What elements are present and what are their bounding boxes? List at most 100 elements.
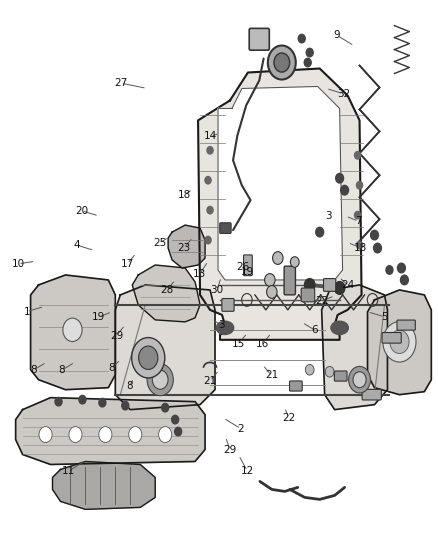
Text: 18: 18 — [354, 243, 367, 253]
FancyBboxPatch shape — [301, 288, 315, 302]
Circle shape — [353, 372, 366, 387]
Text: 22: 22 — [315, 296, 328, 306]
Text: 3: 3 — [325, 211, 332, 221]
Polygon shape — [132, 265, 200, 322]
FancyBboxPatch shape — [244, 255, 252, 276]
Text: 29: 29 — [110, 330, 123, 341]
Text: 22: 22 — [282, 413, 296, 423]
Polygon shape — [16, 398, 205, 464]
Text: 5: 5 — [381, 312, 388, 322]
FancyBboxPatch shape — [397, 320, 415, 330]
Text: 19: 19 — [92, 312, 106, 322]
Circle shape — [129, 426, 142, 442]
Circle shape — [39, 426, 52, 442]
Circle shape — [265, 273, 275, 286]
FancyBboxPatch shape — [362, 389, 381, 400]
Text: 6: 6 — [312, 325, 318, 335]
Text: 23: 23 — [177, 243, 191, 253]
Circle shape — [138, 346, 158, 369]
Polygon shape — [53, 462, 155, 510]
Circle shape — [205, 176, 211, 184]
Circle shape — [99, 426, 112, 442]
Circle shape — [354, 151, 360, 159]
Circle shape — [341, 185, 349, 195]
Circle shape — [334, 281, 345, 294]
FancyBboxPatch shape — [290, 381, 302, 391]
Text: 15: 15 — [232, 338, 245, 349]
Text: 7: 7 — [355, 216, 362, 227]
Circle shape — [400, 275, 408, 285]
Circle shape — [268, 45, 296, 79]
Text: 14: 14 — [204, 131, 217, 141]
Text: 25: 25 — [153, 238, 167, 247]
Circle shape — [172, 415, 179, 424]
Polygon shape — [321, 285, 388, 410]
Circle shape — [267, 286, 277, 298]
Polygon shape — [198, 69, 361, 340]
Circle shape — [205, 236, 211, 244]
Text: 2: 2 — [237, 424, 244, 434]
Circle shape — [147, 364, 173, 395]
Text: 21: 21 — [204, 376, 217, 386]
Circle shape — [306, 49, 313, 57]
Circle shape — [398, 263, 405, 273]
Circle shape — [132, 337, 165, 378]
Text: 10: 10 — [11, 259, 25, 269]
Polygon shape — [168, 225, 205, 268]
Circle shape — [305, 365, 314, 375]
FancyBboxPatch shape — [324, 279, 336, 292]
Text: 19: 19 — [241, 267, 254, 277]
Circle shape — [390, 330, 409, 353]
Circle shape — [122, 401, 129, 410]
FancyBboxPatch shape — [220, 223, 231, 233]
Circle shape — [175, 427, 182, 436]
FancyBboxPatch shape — [222, 298, 234, 311]
Text: 8: 8 — [30, 365, 37, 375]
FancyBboxPatch shape — [382, 333, 401, 343]
Text: 8: 8 — [59, 365, 65, 375]
Circle shape — [207, 206, 213, 214]
Circle shape — [274, 53, 290, 72]
Circle shape — [304, 58, 311, 67]
Circle shape — [357, 182, 363, 189]
Ellipse shape — [216, 321, 234, 335]
Circle shape — [207, 147, 213, 154]
Polygon shape — [31, 275, 115, 390]
Polygon shape — [218, 86, 343, 280]
Circle shape — [290, 257, 299, 268]
Text: 21: 21 — [265, 370, 278, 381]
Circle shape — [354, 212, 360, 219]
Circle shape — [349, 366, 371, 393]
Text: 29: 29 — [223, 445, 237, 455]
Text: 28: 28 — [160, 286, 173, 295]
Text: 8: 8 — [109, 362, 115, 373]
Text: 12: 12 — [241, 466, 254, 476]
Circle shape — [272, 252, 283, 264]
Text: 13: 13 — [193, 270, 206, 279]
Circle shape — [159, 426, 172, 442]
Circle shape — [298, 34, 305, 43]
Text: 20: 20 — [75, 206, 88, 216]
Polygon shape — [367, 290, 431, 394]
FancyBboxPatch shape — [284, 266, 296, 295]
Circle shape — [99, 398, 106, 407]
Polygon shape — [115, 285, 215, 410]
Text: 30: 30 — [210, 286, 223, 295]
FancyBboxPatch shape — [334, 371, 347, 381]
Circle shape — [336, 173, 343, 183]
Text: 3: 3 — [218, 320, 225, 330]
Text: 8: 8 — [126, 381, 133, 391]
Circle shape — [152, 370, 168, 389]
Circle shape — [357, 241, 363, 249]
Circle shape — [69, 426, 82, 442]
FancyBboxPatch shape — [249, 28, 269, 50]
Text: 27: 27 — [114, 78, 127, 88]
Text: 1: 1 — [24, 306, 30, 317]
Circle shape — [304, 279, 315, 292]
Circle shape — [374, 243, 381, 253]
Circle shape — [55, 398, 62, 406]
Text: 9: 9 — [334, 30, 340, 41]
Text: 18: 18 — [177, 190, 191, 200]
Circle shape — [386, 266, 393, 274]
Text: 24: 24 — [341, 280, 354, 290]
